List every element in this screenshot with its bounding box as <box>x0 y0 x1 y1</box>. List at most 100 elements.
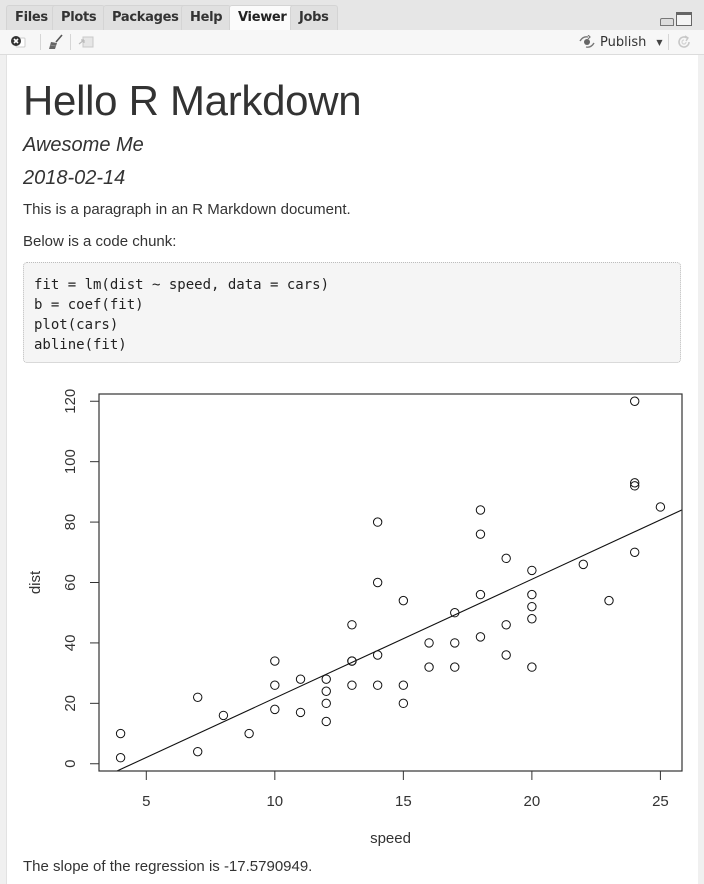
code-line: abline(fit) <box>34 337 127 353</box>
data-point <box>501 650 511 660</box>
plot-area: 5 10 15 20 25 0 20 40 60 80 100 120 speed dist <box>27 389 683 847</box>
y-tick-label: 0 <box>62 760 79 768</box>
data-point <box>578 559 588 570</box>
data-point <box>630 478 640 488</box>
data-point <box>115 753 126 763</box>
data-point <box>193 746 203 757</box>
clear-viewer-icon[interactable] <box>10 34 26 50</box>
data-point <box>527 662 537 672</box>
data-point <box>398 680 409 690</box>
code-line: plot(cars) <box>34 317 119 333</box>
slope-sentence: The slope of the regression is -17.57909… <box>23 858 313 875</box>
data-point <box>347 680 357 690</box>
data-point <box>372 650 383 660</box>
data-point <box>604 595 614 606</box>
document-title: Hello R Markdown <box>23 77 362 124</box>
y-tick-label: 80 <box>62 514 79 531</box>
data-point <box>450 608 460 618</box>
paragraph: This is a paragraph in an R Markdown doc… <box>23 201 351 218</box>
data-point <box>244 728 254 739</box>
y-axis-label: dist <box>27 570 44 594</box>
tab-jobs[interactable]: Jobs <box>290 5 338 30</box>
pane-tab-bar: Files Plots Packages Help Viewer Jobs <box>0 0 704 31</box>
x-axis-label: speed <box>370 830 411 847</box>
data-point <box>450 638 460 648</box>
data-point <box>270 704 280 715</box>
data-point <box>115 728 126 739</box>
data-point <box>218 710 229 721</box>
plot-frame <box>98 393 683 772</box>
tab-plots[interactable]: Plots <box>52 5 106 30</box>
y-tick-label: 120 <box>62 389 79 414</box>
tab-label: Jobs <box>299 10 329 25</box>
code-line: b = coef(fit) <box>34 297 144 313</box>
viewer-content: Hello R Markdown Awesome Me 2018-02-14 T… <box>6 55 700 884</box>
data-point <box>321 674 331 684</box>
data-point <box>347 620 357 630</box>
data-point <box>501 553 511 564</box>
document-author: Awesome Me <box>23 134 144 156</box>
data-point <box>424 662 434 672</box>
data-point <box>372 577 383 588</box>
data-point <box>372 517 383 527</box>
data-point <box>372 680 383 690</box>
tab-files[interactable]: Files <box>6 5 57 30</box>
vertical-scrollbar[interactable] <box>698 55 704 884</box>
x-tick-label: 15 <box>395 793 412 810</box>
data-point <box>527 614 537 624</box>
data-point <box>475 632 486 642</box>
data-point <box>321 698 331 709</box>
data-point <box>424 638 434 648</box>
tab-label: Files <box>15 10 48 25</box>
tab-help[interactable]: Help <box>181 5 232 30</box>
data-point <box>295 707 306 718</box>
export-icon[interactable] <box>78 34 94 50</box>
data-point <box>295 674 306 684</box>
y-tick-label: 20 <box>62 695 79 712</box>
x-tick-label: 20 <box>524 793 541 810</box>
data-point <box>501 620 511 630</box>
tab-viewer[interactable]: Viewer <box>229 5 296 31</box>
scatter-plot: 5 10 15 20 25 0 20 40 60 80 100 120 speed dist <box>27 389 683 847</box>
chevron-down-icon[interactable]: ▼ <box>656 37 663 47</box>
data-point <box>475 505 486 515</box>
data-point <box>347 656 357 666</box>
data-point <box>630 481 640 491</box>
data-point <box>630 396 640 406</box>
tab-label: Help <box>190 10 223 25</box>
refresh-icon[interactable] <box>676 34 692 50</box>
viewer-toolbar: Publish ▼ <box>0 30 704 55</box>
y-tick-label: 100 <box>62 449 79 474</box>
code-line: fit = lm(dist ~ speed, data = cars) <box>34 277 330 293</box>
x-tick-label: 5 <box>142 793 150 810</box>
data-point <box>270 680 280 690</box>
data-point <box>450 662 460 672</box>
toolbar-separator <box>668 34 669 50</box>
minimize-pane-button[interactable] <box>660 18 674 26</box>
tab-label: Packages <box>112 10 179 25</box>
data-point <box>398 595 409 606</box>
broom-icon[interactable] <box>48 34 64 50</box>
publish-label: Publish <box>600 34 647 50</box>
data-point <box>655 502 666 512</box>
data-point <box>475 529 486 539</box>
tab-packages[interactable]: Packages <box>103 5 188 30</box>
data-point <box>630 547 640 557</box>
code-chunk: fit = lm(dist ~ speed, data = cars) b = … <box>23 262 681 363</box>
maximize-pane-button[interactable] <box>676 12 692 26</box>
data-point <box>527 589 537 600</box>
tab-label: Plots <box>61 10 97 25</box>
data-point <box>475 589 486 600</box>
data-point <box>270 656 280 666</box>
x-tick-label: 10 <box>266 793 283 810</box>
document-date: 2018-02-14 <box>23 167 126 189</box>
publish-button[interactable]: Publish ▼ <box>578 33 663 51</box>
data-point <box>321 716 331 727</box>
tab-label: Viewer <box>238 10 287 25</box>
data-point <box>321 686 331 696</box>
paragraph: Below is a code chunk: <box>23 233 177 250</box>
data-point <box>527 601 537 612</box>
y-tick-label: 40 <box>62 635 79 652</box>
pane-window-controls <box>660 12 692 26</box>
